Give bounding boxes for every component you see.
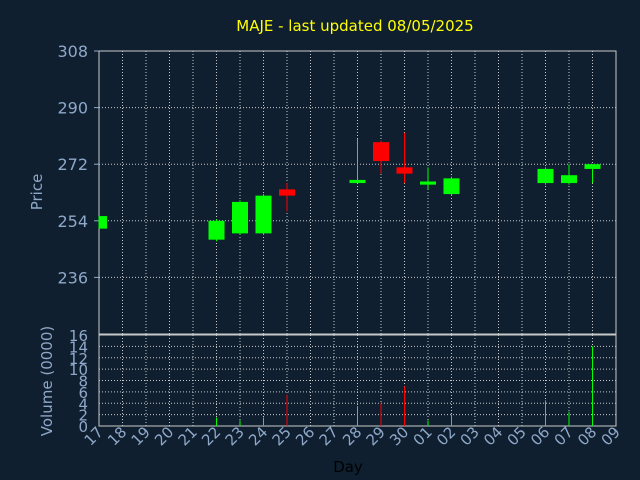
x-tick-label: 03 [457,423,483,449]
price-axis-label: Price [28,174,46,211]
volume-tick-label: 2 [78,407,88,425]
candle-body [208,220,225,240]
volume-tick-label: 14 [69,338,88,356]
x-tick-label: 27 [316,423,342,449]
candle-body [537,168,554,184]
chart-title: MAJE - last updated 08/05/2025 [236,17,473,35]
x-tick-label: 29 [363,423,389,449]
candle-body [561,175,577,184]
x-tick-label: 30 [386,423,412,449]
x-tick-label: 01 [410,423,436,449]
x-tick-label: 08 [574,423,600,449]
volume-bars [216,346,593,426]
x-tick-label: 20 [151,423,177,449]
x-tick-label: 25 [269,423,295,449]
x-tick-label: 23 [222,423,248,449]
x-tick-labels: 1718192021222324252627282930010203040506… [81,423,624,449]
candle-body [443,178,460,195]
x-tick-label: 21 [175,423,201,449]
x-tick-label: 22 [198,423,224,449]
volume-tick-label: 4 [78,395,88,413]
price-tick-label: 290 [57,99,88,118]
candle-body [232,201,248,234]
candles [98,132,601,242]
volume-tick-label: 10 [69,361,88,379]
volume-tick-label: 0 [78,418,88,436]
x-tick-label: 19 [128,423,154,449]
volume-tick-label: 16 [69,327,88,345]
candle-body [279,189,295,196]
x-tick-label: 24 [245,423,271,449]
x-tick-label: 18 [104,423,130,449]
x-tick-label: 26 [292,423,318,449]
x-tick-label: 28 [339,423,365,449]
price-tick-label: 308 [57,42,88,61]
volume-tick-label: 12 [69,350,88,368]
volume-tick-label: 6 [78,384,88,402]
candle-body [420,181,436,185]
candle-body [584,164,601,169]
x-tick-label: 04 [480,423,506,449]
price-tick-label: 272 [57,155,88,174]
candle-body [373,142,389,162]
volume-axis-label: Volume (0000) [38,326,56,436]
x-tick-label: 05 [504,423,530,449]
x-tick-label: 02 [433,423,459,449]
price-grid [94,50,617,334]
candle-body [99,216,107,229]
candle-body [255,195,272,234]
x-tick-label: 07 [551,423,577,449]
price-tick-label: 254 [57,212,88,231]
candle-body [349,179,366,184]
x-tick-label: 06 [527,423,553,449]
price-tick-label: 236 [57,268,88,287]
volume-tick-label: 8 [78,373,88,391]
candle-body [396,167,413,174]
x-tick-label: 09 [598,423,624,449]
x-axis-label: Day [333,458,363,476]
price-tick-labels: 308 290 272 254 236 [57,42,88,287]
